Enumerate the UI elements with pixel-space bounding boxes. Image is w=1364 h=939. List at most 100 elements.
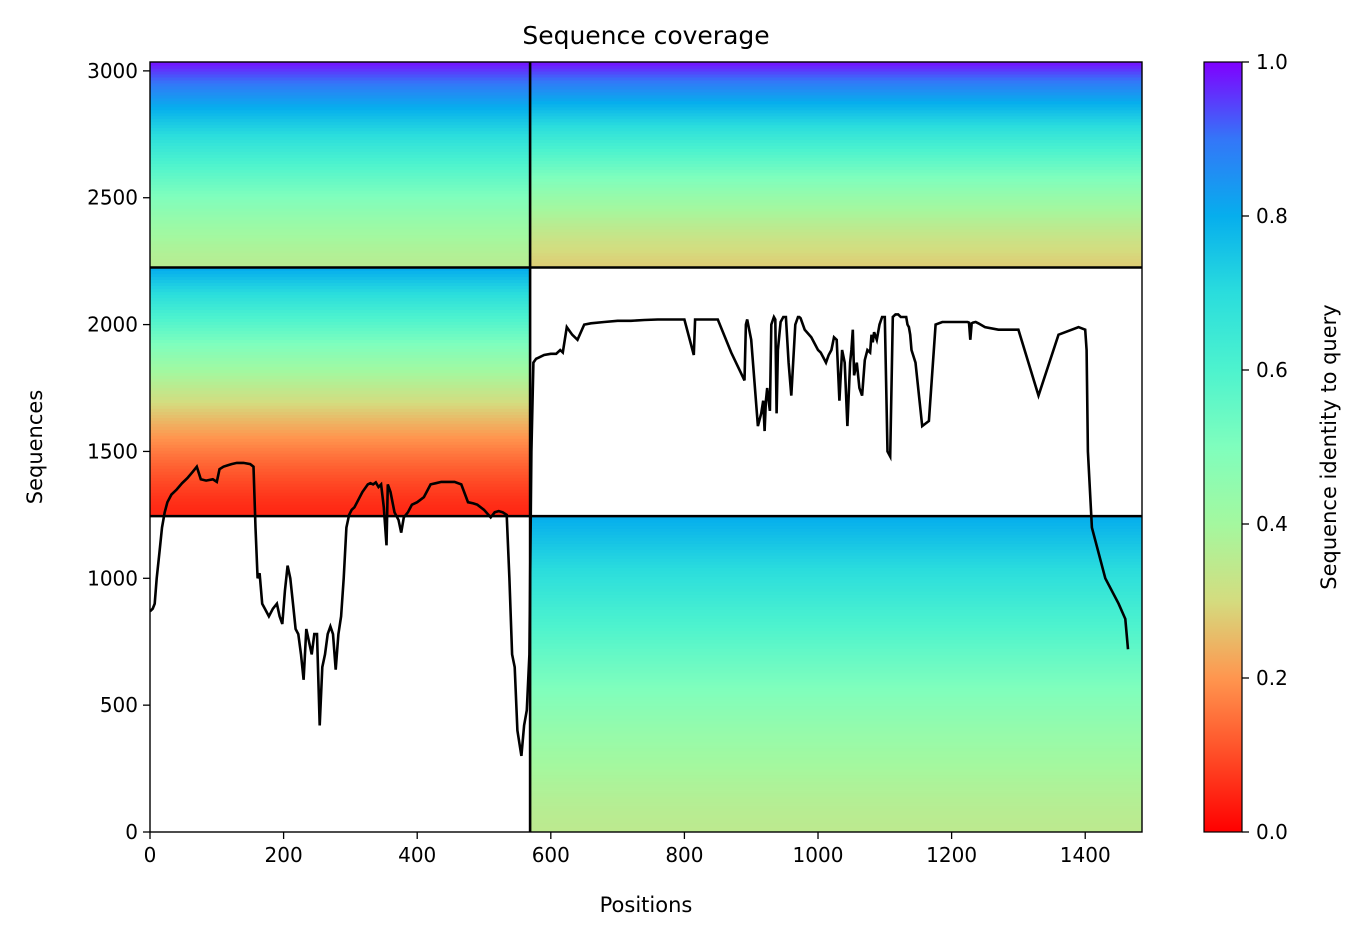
heatmap-band (530, 199, 1142, 203)
heatmap-band (530, 255, 1142, 260)
heatmap-band (530, 115, 1142, 120)
heatmap-band (150, 243, 531, 248)
heatmap-band (530, 615, 1142, 619)
heatmap-band (150, 297, 531, 302)
x-axis: 0 200 400 600 800 1000 1200 1400 (144, 832, 1111, 867)
heatmap-band (150, 261, 531, 266)
heatmap-band (150, 219, 531, 224)
heatmap-band (530, 714, 1142, 719)
heatmap-band (530, 741, 1142, 746)
heatmap-band (530, 621, 1142, 625)
heatmap-band (530, 160, 1142, 164)
heatmap-band (530, 231, 1142, 236)
heatmap-band (530, 564, 1142, 568)
heatmap-band (530, 219, 1142, 224)
heatmap-band (530, 124, 1142, 129)
heatmap-band (530, 531, 1142, 535)
heatmap-band (530, 609, 1142, 613)
heatmap-band (150, 228, 531, 233)
heatmap-band (530, 537, 1142, 541)
x-tick-label: 800 (665, 843, 703, 867)
heatmap-band (150, 249, 531, 254)
heatmap-band (530, 585, 1142, 589)
heatmap-band (150, 145, 531, 149)
heatmap-band (150, 127, 531, 132)
heatmap-band (530, 603, 1142, 607)
heatmap-band (530, 196, 1142, 200)
heatmap-band (530, 561, 1142, 565)
heatmap-band (530, 85, 1142, 90)
heatmap-band (530, 702, 1142, 707)
heatmap-band (150, 303, 531, 307)
heatmap-band (150, 369, 531, 373)
heatmap-band (150, 402, 531, 406)
heatmap-band (530, 783, 1142, 788)
heatmap-band (530, 681, 1142, 686)
heatmap-band (150, 70, 531, 75)
heatmap-band (150, 309, 531, 313)
heatmap-band (530, 558, 1142, 562)
x-tick-label: 200 (265, 843, 303, 867)
heatmap-band (530, 207, 1142, 212)
heatmap-band (150, 199, 531, 203)
y-axis-label: Sequences (23, 390, 47, 505)
heatmap-band (150, 294, 531, 299)
heatmap-band (150, 336, 531, 340)
heatmap-band (150, 438, 531, 442)
heatmap-band (530, 145, 1142, 149)
heatmap-band (150, 477, 531, 481)
heatmap-band (530, 525, 1142, 529)
heatmap-band (150, 486, 531, 490)
heatmap-band (150, 333, 531, 337)
heatmap-band (150, 273, 531, 278)
heatmap-band (150, 255, 531, 260)
heatmap-band (530, 79, 1142, 84)
heatmap-band (150, 207, 531, 212)
heatmap-band (530, 142, 1142, 146)
heatmap-band (150, 85, 531, 90)
heatmap-band (530, 118, 1142, 123)
heatmap-band (530, 720, 1142, 725)
heatmap-band (150, 237, 531, 242)
heatmap-band (530, 762, 1142, 767)
heatmap-band (150, 354, 531, 358)
colorbar-label: Sequence identity to query (1317, 304, 1341, 589)
heatmap-band (150, 190, 531, 194)
heatmap-band (150, 345, 531, 349)
heatmap-band (530, 582, 1142, 586)
heatmap-band (530, 747, 1142, 752)
heatmap-band (530, 91, 1142, 96)
heatmap-band (150, 258, 531, 263)
coverage-line (150, 313, 1130, 757)
heatmap-band (150, 100, 531, 105)
heatmap-band (530, 82, 1142, 87)
heatmap-band (530, 693, 1142, 698)
heatmap-band (150, 348, 531, 352)
heatmap-band (150, 420, 531, 424)
heatmap-band (530, 100, 1142, 105)
heatmap-band (150, 312, 531, 316)
heatmap-band (530, 717, 1142, 722)
heatmap-band (530, 591, 1142, 595)
heatmap-band (530, 780, 1142, 785)
heatmap-band (150, 351, 531, 355)
heatmap-band (150, 169, 531, 173)
heatmap-band (150, 112, 531, 117)
heatmap-band (150, 181, 531, 185)
heatmap-band (530, 738, 1142, 743)
heatmap-band (150, 157, 531, 161)
heatmap-band (530, 130, 1142, 135)
heatmap-band (150, 306, 531, 310)
heatmap-band (530, 675, 1142, 680)
heatmap-band (150, 160, 531, 164)
heatmap-band (530, 76, 1142, 81)
heatmap-band (530, 624, 1142, 628)
heatmap-band (530, 213, 1142, 218)
colorbar-axis: 0.0 0.2 0.4 0.6 0.8 1.0 (1242, 50, 1288, 844)
heatmap-band (150, 375, 531, 379)
heatmap-band (150, 492, 531, 496)
heatmap-band (150, 435, 531, 439)
heatmap-band (150, 213, 531, 218)
heatmap-band (150, 285, 531, 290)
heatmap-band (150, 205, 531, 209)
